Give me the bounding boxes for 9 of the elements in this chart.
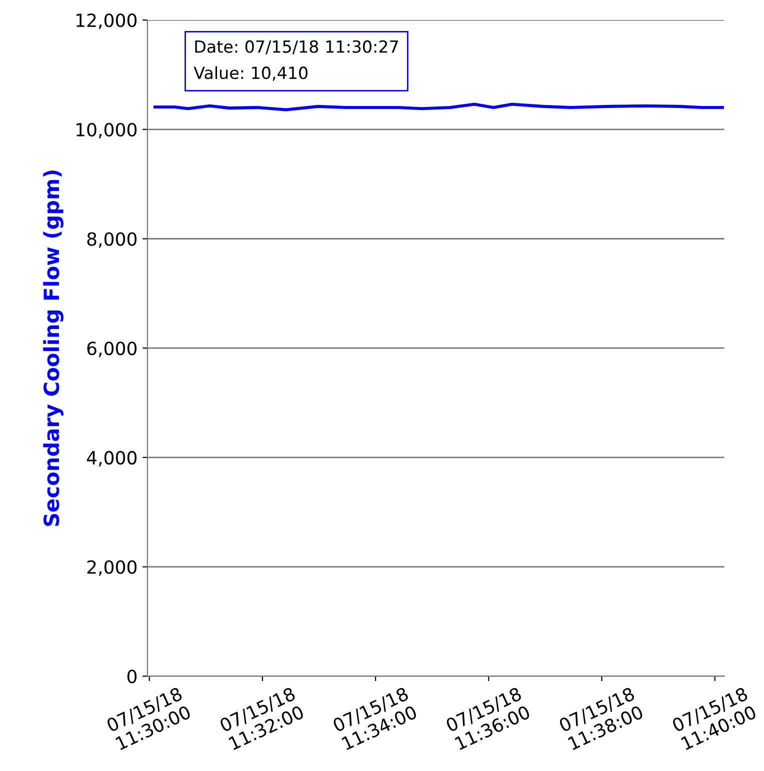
annotation: Date: 07/15/18 11:30:27 Value: 10,410 <box>194 40 398 81</box>
y-tick-label: 12,000 <box>76 14 137 30</box>
y-tick-label: 8,000 <box>87 232 137 248</box>
y-tick-label: 6,000 <box>87 342 137 358</box>
y-tick-label: 2,000 <box>87 560 137 576</box>
y-tick-label: 4,000 <box>86 450 137 466</box>
y-axis-title: Secondary Cooling Flow (gpm) <box>43 170 64 526</box>
y-tick-label: 10,000 <box>76 122 137 138</box>
y-tick-label: 0 <box>127 670 137 684</box>
